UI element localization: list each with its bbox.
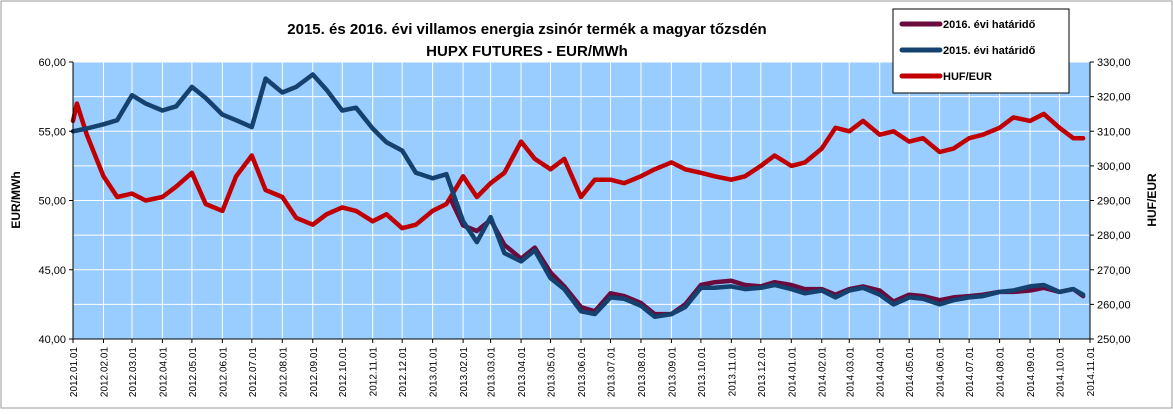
x-tick-label: 2013.04.01 bbox=[517, 347, 528, 397]
y-right-tick-label: 300,00 bbox=[1097, 161, 1131, 173]
x-tick-label: 2014.03.01 bbox=[845, 347, 856, 397]
x-tick-label: 2013.03.01 bbox=[487, 347, 498, 397]
x-tick-label: 2013.10.01 bbox=[697, 347, 708, 397]
x-tick-label: 2014.07.01 bbox=[965, 347, 976, 397]
y-right-tick-label: 250,00 bbox=[1097, 334, 1131, 346]
x-tick-label: 2013.06.01 bbox=[577, 347, 588, 397]
x-tick-label: 2012.10.01 bbox=[338, 347, 349, 397]
y-right-tick-label: 310,00 bbox=[1097, 126, 1131, 138]
x-tick-label: 2012.02.01 bbox=[99, 347, 110, 397]
series-line-1 bbox=[70, 72, 1086, 320]
x-tick-label: 2013.08.01 bbox=[637, 347, 648, 397]
y-left-tick-label: 50,00 bbox=[38, 196, 66, 208]
x-tick-label: 2014.10.01 bbox=[1056, 347, 1067, 397]
x-tick-label: 2013.05.01 bbox=[547, 347, 558, 397]
x-tick-label: 2012.01.01 bbox=[69, 347, 80, 397]
y-right-tick-label: 330,00 bbox=[1097, 57, 1131, 69]
y-left-tick-label: 55,00 bbox=[38, 126, 66, 138]
grid bbox=[72, 61, 1091, 340]
x-tick-label: 2014.01.01 bbox=[787, 347, 798, 397]
x-tick-label: 2013.09.01 bbox=[667, 347, 678, 397]
x-tick-label: 2013.01.01 bbox=[429, 347, 440, 397]
x-tick-label: 2012.04.01 bbox=[158, 347, 169, 397]
series-line-2 bbox=[70, 101, 1086, 231]
y-axis-right: 250,00 260,00 270,00 280,00 290,00 300,00 310,… bbox=[1089, 57, 1131, 346]
y-axis-left-label: EUR/MWh bbox=[9, 171, 23, 228]
y-right-tick-label: 280,00 bbox=[1097, 230, 1131, 242]
legend-label-2016: 2016. évi határidő bbox=[943, 19, 1036, 31]
x-tick-label: 2012.09.01 bbox=[309, 347, 320, 397]
x-tick-label: 2014.02.01 bbox=[818, 347, 829, 397]
y-axis-left: 40,00 45,00 50,00 55,00 60,00 bbox=[38, 57, 74, 346]
y-axis-right-label: HUF/EUR bbox=[1145, 173, 1159, 227]
x-tick-label: 2013.02.01 bbox=[459, 347, 470, 397]
chart-title-line1: 2015. és 2016. évi villamos energia zsin… bbox=[287, 21, 766, 38]
x-tick-label: 2012.12.01 bbox=[398, 347, 409, 397]
legend: 2016. évi határidő 2015. évi határidő HU… bbox=[892, 8, 1070, 94]
x-tick-label: 2014.08.01 bbox=[996, 347, 1007, 397]
y-right-tick-label: 290,00 bbox=[1097, 196, 1131, 208]
x-tick-label: 2012.05.01 bbox=[188, 347, 199, 397]
x-tick-label: 2014.04.01 bbox=[876, 347, 887, 397]
x-tick-label: 2012.07.01 bbox=[248, 347, 259, 397]
legend-label-hufeur: HUF/EUR bbox=[943, 71, 992, 83]
x-tick-label: 2014.06.01 bbox=[936, 347, 947, 397]
x-tick-label: 2013.12.01 bbox=[757, 347, 768, 397]
x-axis: 2012.01.01 2012.02.01 2012.03.01 2012.04.01… bbox=[69, 338, 1097, 397]
x-tick-label: 2013.11.01 bbox=[727, 347, 738, 397]
x-tick-label: 2014.09.01 bbox=[1026, 347, 1037, 397]
y-left-tick-label: 45,00 bbox=[38, 265, 66, 277]
legend-label-2015: 2015. évi határidő bbox=[943, 45, 1036, 57]
y-left-tick-label: 60,00 bbox=[38, 57, 66, 69]
x-tick-label: 2014.11.01 bbox=[1086, 347, 1097, 397]
x-tick-label: 2012.06.01 bbox=[218, 347, 229, 397]
chart-title-line2: HUPX FUTURES - EUR/MWh bbox=[426, 43, 628, 60]
y-right-tick-label: 270,00 bbox=[1097, 265, 1131, 277]
y-right-tick-label: 260,00 bbox=[1097, 299, 1131, 311]
series-layer bbox=[70, 72, 1086, 320]
y-left-tick-label: 40,00 bbox=[38, 334, 66, 346]
x-tick-label: 2014.05.01 bbox=[905, 347, 916, 397]
x-tick-label: 2013.07.01 bbox=[606, 347, 617, 397]
x-tick-label: 2012.03.01 bbox=[128, 347, 139, 397]
x-tick-label: 2012.08.01 bbox=[278, 347, 289, 397]
x-tick-label: 2012.11.01 bbox=[369, 347, 380, 397]
y-right-tick-label: 320,00 bbox=[1097, 92, 1131, 104]
